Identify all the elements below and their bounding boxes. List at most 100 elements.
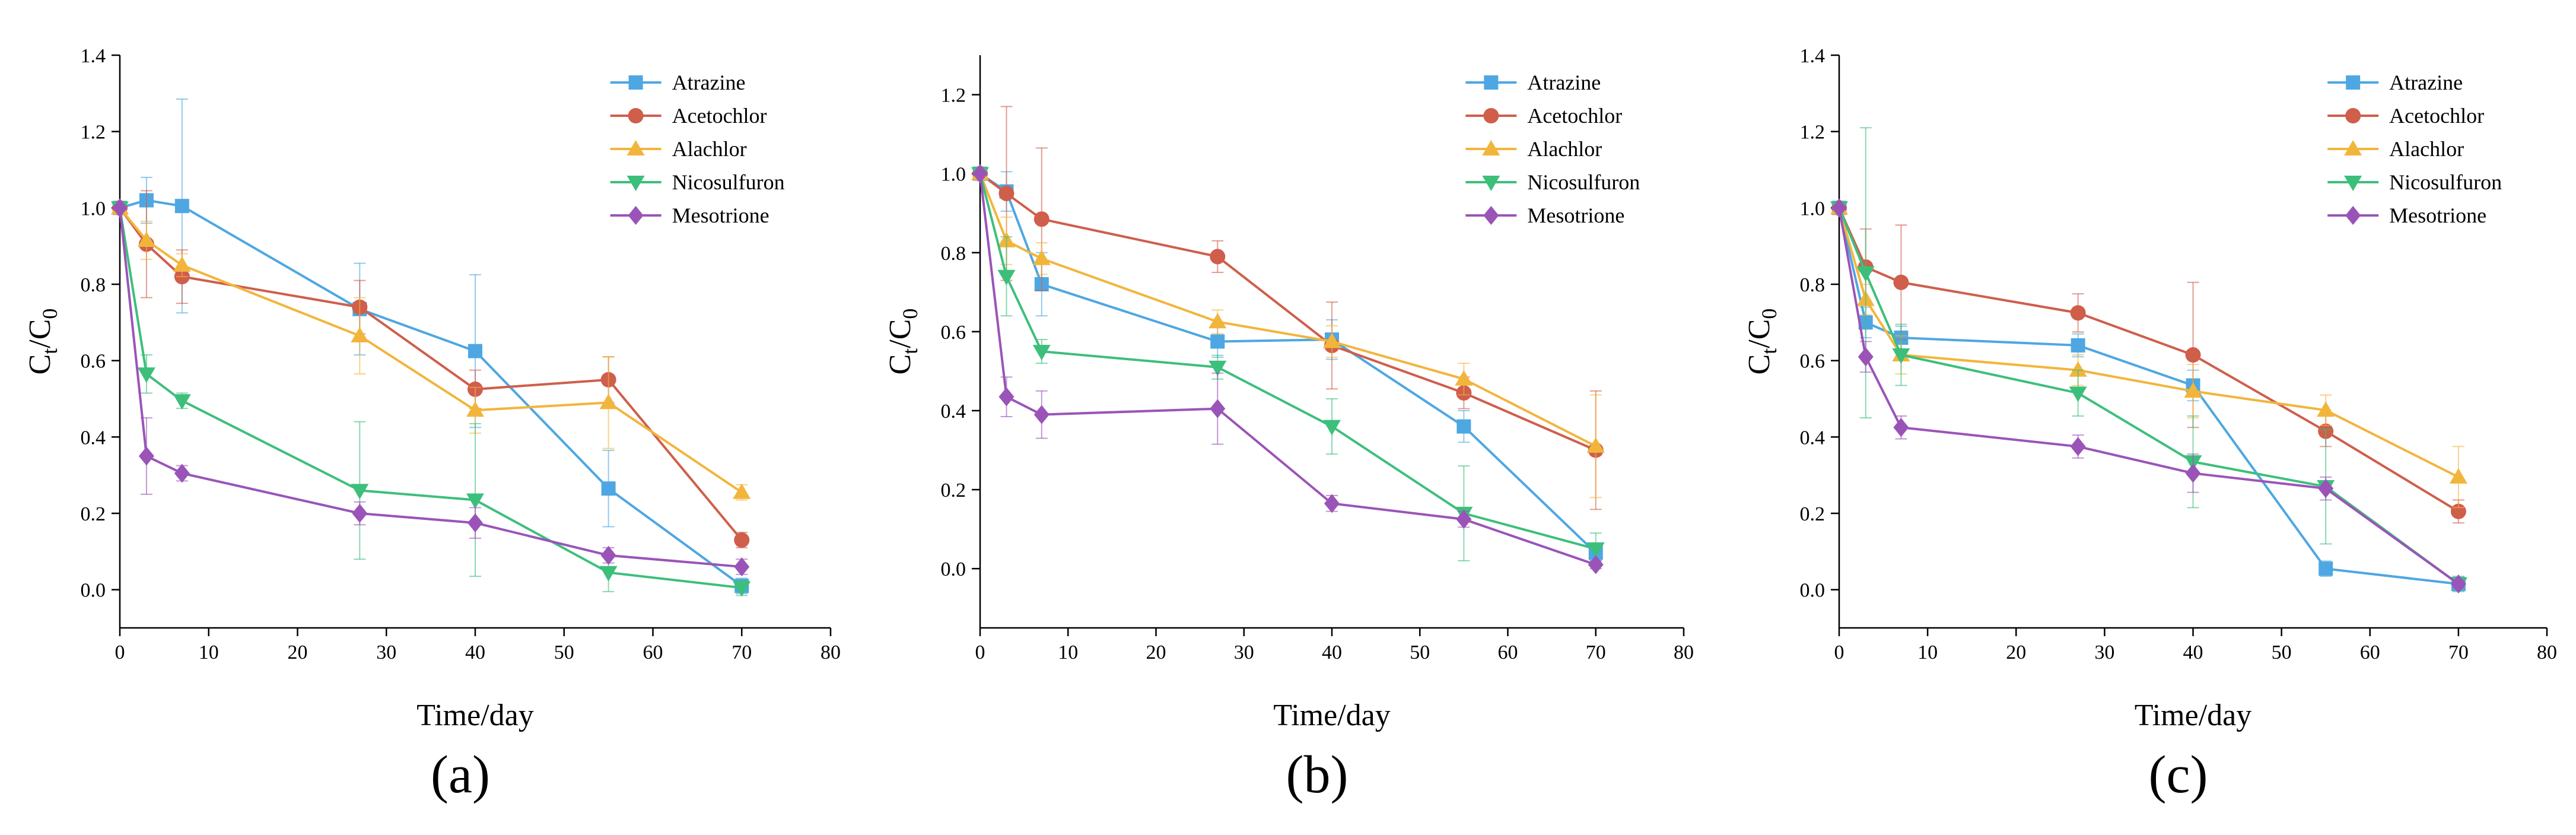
x-tick-label: 80	[1674, 642, 1694, 663]
data-point	[2069, 361, 2087, 377]
data-point	[2185, 347, 2201, 363]
series-line	[119, 207, 743, 494]
data-point	[352, 504, 368, 523]
data-point	[468, 513, 483, 533]
y-tick-label: 0.2	[941, 480, 966, 501]
legend-label: Nicosulfuron	[1527, 170, 1640, 194]
legend-label: Mesotrione	[2389, 204, 2486, 227]
data-point	[173, 256, 191, 272]
data-point	[1858, 347, 1874, 367]
data-point	[138, 446, 154, 466]
data-point	[466, 401, 484, 417]
data-point	[2318, 479, 2334, 499]
legend-label: Alachlor	[1527, 137, 1602, 161]
legend-item: Mesotrione	[610, 204, 769, 227]
y-tick-label: 1.4	[1800, 45, 1826, 67]
data-point	[2319, 561, 2333, 576]
legend-marker	[626, 176, 645, 191]
x-tick-label: 50	[2272, 642, 2292, 663]
legend-marker	[628, 206, 644, 225]
legend-marker	[1483, 108, 1499, 123]
series-line	[979, 173, 1597, 566]
x-tick-label: 10	[1917, 642, 1938, 663]
series-alachlor	[111, 199, 751, 501]
series-acetochlor	[112, 190, 750, 548]
series-nicosulfuron	[1830, 127, 2467, 593]
y-tick-label: 0.4	[81, 427, 106, 449]
x-tick-label: 80	[2537, 642, 2557, 663]
series-line	[119, 199, 743, 587]
chart-panel-1: 0 10 20 30 40 50 60 70 80 0.0 0.2 0.4 0.6 0.8 1.0 1.2 1.…	[23, 45, 841, 804]
data-point	[972, 164, 988, 183]
data-point	[1210, 334, 1225, 349]
x-tick-label: 30	[376, 642, 396, 663]
x-tick-label: 20	[288, 642, 308, 663]
legend-item: Acetochlor	[610, 104, 767, 128]
y-tick-label: 0.4	[941, 401, 966, 423]
series-line	[1838, 207, 2460, 585]
data-point	[1586, 437, 1605, 453]
x-tick-label: 30	[1234, 642, 1254, 663]
legend-marker	[1484, 75, 1499, 90]
y-tick-label: 1.2	[1800, 122, 1826, 144]
x-axis-label: Time/day	[2135, 699, 2251, 732]
data-point	[1856, 266, 1875, 282]
y-axis-label: Ct/C0	[23, 309, 62, 375]
data-point	[1210, 249, 1226, 265]
legend-label: Alachlor	[2389, 137, 2464, 161]
panel-label: (c)	[2149, 745, 2208, 804]
legend-item: Acetochlor	[2327, 104, 2484, 128]
data-point	[1209, 313, 1227, 329]
data-point	[351, 484, 369, 500]
series-alachlor	[1830, 199, 2467, 509]
y-tick-label: 0.0	[81, 580, 106, 602]
x-tick-label: 10	[199, 642, 219, 663]
data-point	[1210, 399, 1226, 418]
data-point	[2185, 463, 2201, 483]
data-point	[733, 581, 751, 597]
legend-marker	[1482, 140, 1500, 155]
y-tick-label: 0.6	[1800, 351, 1826, 373]
data-point	[601, 481, 616, 496]
legend-item: Acetochlor	[1465, 104, 1622, 128]
x-tick-label: 60	[1498, 642, 1518, 663]
data-point	[599, 393, 618, 409]
data-point	[1323, 332, 1341, 348]
data-point	[2449, 468, 2467, 484]
y-tick-label: 0.6	[941, 322, 966, 344]
data-point	[1455, 370, 1473, 386]
y-tick-label: 0.0	[1800, 580, 1826, 602]
legend-label: Alachlor	[672, 137, 747, 161]
data-point	[733, 483, 751, 499]
data-point	[1032, 345, 1051, 361]
series-line	[119, 208, 742, 589]
data-point	[1586, 542, 1605, 558]
y-axis-label: Ct/C0	[1742, 309, 1781, 375]
x-tick-label: 60	[2360, 642, 2380, 663]
y-tick-label: 1.0	[1800, 198, 1826, 220]
legend-label: Mesotrione	[672, 204, 769, 227]
x-tick-label: 40	[465, 642, 485, 663]
y-tick-label: 0.2	[1800, 503, 1826, 525]
series-line	[119, 208, 742, 569]
legend-item: Atrazine	[610, 71, 746, 94]
data-point	[1033, 405, 1050, 424]
legend-label: Acetochlor	[1527, 104, 1622, 128]
x-tick-label: 0	[1834, 642, 1844, 663]
y-tick-label: 0.6	[81, 351, 106, 373]
y-tick-label: 1.2	[81, 122, 106, 144]
series-nicosulfuron	[111, 201, 751, 597]
legend: Atrazine Acetochlor Alachlor Nicosulfuron Me…	[610, 71, 785, 227]
y-tick-label: 1.0	[941, 164, 966, 186]
y-tick-label: 0.2	[81, 503, 106, 525]
data-point	[2070, 437, 2086, 456]
legend-label: Acetochlor	[2389, 104, 2484, 128]
y-tick-label: 1.0	[81, 198, 106, 220]
legend-marker	[2344, 176, 2362, 191]
y-tick-label: 1.4	[81, 45, 106, 67]
data-point	[1456, 419, 1471, 434]
data-point	[998, 185, 1015, 201]
y-tick-label: 0.8	[81, 274, 106, 296]
legend-marker	[628, 75, 643, 90]
